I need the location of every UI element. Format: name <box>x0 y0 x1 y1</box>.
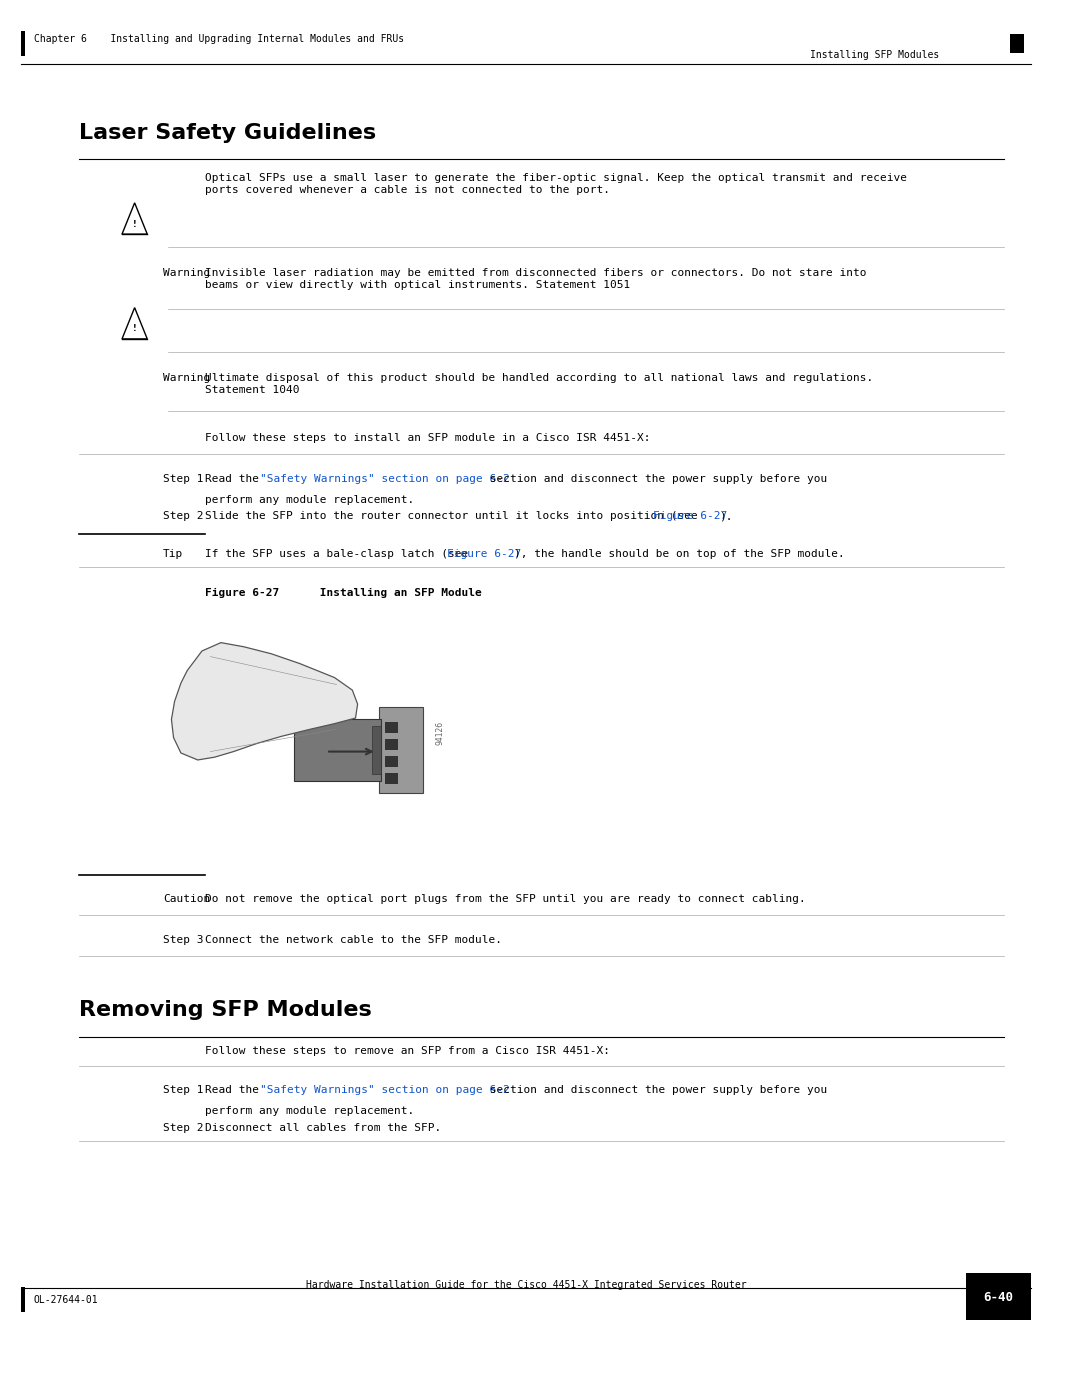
Text: !: ! <box>133 324 136 334</box>
Text: perform any module replacement.: perform any module replacement. <box>205 1106 415 1116</box>
Bar <box>1010 34 1025 53</box>
Text: Slide the SFP into the router connector until it locks into position (see: Slide the SFP into the router connector … <box>205 511 704 521</box>
Text: section and disconnect the power supply before you: section and disconnect the power supply … <box>483 474 827 483</box>
Text: perform any module replacement.: perform any module replacement. <box>205 495 415 504</box>
Text: 6-40: 6-40 <box>983 1291 1013 1305</box>
Text: Optical SFPs use a small laser to generate the fiber-optic signal. Keep the opti: Optical SFPs use a small laser to genera… <box>205 173 907 194</box>
Text: Read the: Read the <box>205 474 266 483</box>
Bar <box>21 31 25 56</box>
Text: Follow these steps to remove an SFP from a Cisco ISR 4451-X:: Follow these steps to remove an SFP from… <box>205 1046 610 1056</box>
Text: "Safety Warnings" section on page 6-2: "Safety Warnings" section on page 6-2 <box>259 1085 510 1095</box>
Text: Warning: Warning <box>163 373 211 383</box>
Bar <box>21 1287 25 1312</box>
Text: OL-27644-01: OL-27644-01 <box>33 1295 98 1305</box>
Text: Figure 6-27      Installing an SFP Module: Figure 6-27 Installing an SFP Module <box>205 588 482 598</box>
Bar <box>379 707 422 793</box>
Text: Read the: Read the <box>205 1085 266 1095</box>
Bar <box>295 719 381 781</box>
Bar <box>384 739 397 750</box>
Bar <box>384 773 397 784</box>
Text: Hardware Installation Guide for the Cisco 4451-X Integrated Services Router: Hardware Installation Guide for the Cisc… <box>306 1280 746 1289</box>
Bar <box>384 722 397 733</box>
Text: Ultimate disposal of this product should be handled according to all national la: Ultimate disposal of this product should… <box>205 373 874 394</box>
Text: "Safety Warnings" section on page 6-2: "Safety Warnings" section on page 6-2 <box>259 474 510 483</box>
Text: Removing SFP Modules: Removing SFP Modules <box>79 1000 372 1020</box>
Bar <box>373 726 381 774</box>
Text: Follow these steps to install an SFP module in a Cisco ISR 4451-X:: Follow these steps to install an SFP mod… <box>205 433 650 443</box>
Text: section and disconnect the power supply before you: section and disconnect the power supply … <box>483 1085 827 1095</box>
Text: !: ! <box>133 219 136 229</box>
Bar <box>966 1273 1030 1320</box>
Polygon shape <box>172 643 357 760</box>
Text: Invisible laser radiation may be emitted from disconnected fibers or connectors.: Invisible laser radiation may be emitted… <box>205 268 866 289</box>
Text: Disconnect all cables from the SFP.: Disconnect all cables from the SFP. <box>205 1123 442 1133</box>
Text: Step 2: Step 2 <box>163 511 203 521</box>
Text: Warning: Warning <box>163 268 211 278</box>
Text: Installing SFP Modules: Installing SFP Modules <box>810 50 940 60</box>
Text: Connect the network cable to the SFP module.: Connect the network cable to the SFP mod… <box>205 935 502 944</box>
Text: Laser Safety Guidelines: Laser Safety Guidelines <box>79 123 376 142</box>
Text: Step 2: Step 2 <box>163 1123 203 1133</box>
Text: Chapter 6    Installing and Upgrading Internal Modules and FRUs: Chapter 6 Installing and Upgrading Inter… <box>33 34 404 43</box>
Text: 94126: 94126 <box>435 721 444 746</box>
Text: Figure 6-27: Figure 6-27 <box>447 549 522 559</box>
Text: Caution: Caution <box>163 894 211 904</box>
Text: Figure 6-27: Figure 6-27 <box>652 511 727 521</box>
Bar <box>384 756 397 767</box>
Text: Step 1: Step 1 <box>163 1085 203 1095</box>
Text: Tip: Tip <box>163 549 184 559</box>
Text: ), the handle should be on top of the SFP module.: ), the handle should be on top of the SF… <box>513 549 845 559</box>
Text: If the SFP uses a bale-clasp latch (see: If the SFP uses a bale-clasp latch (see <box>205 549 475 559</box>
Text: ).: ). <box>719 511 732 521</box>
Text: Step 1: Step 1 <box>163 474 203 483</box>
Text: Do not remove the optical port plugs from the SFP until you are ready to connect: Do not remove the optical port plugs fro… <box>205 894 806 904</box>
Text: Step 3: Step 3 <box>163 935 203 944</box>
